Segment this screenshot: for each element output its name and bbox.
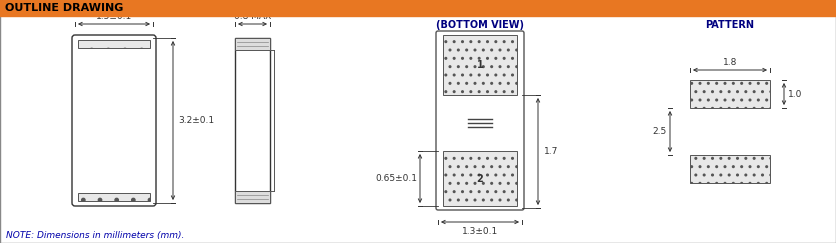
Bar [78,193,150,201]
Text: 1.7: 1.7 [544,147,558,156]
Text: 1.5±0.1: 1.5±0.1 [96,12,132,21]
Text: 1: 1 [477,60,483,70]
Text: 2: 2 [477,174,483,183]
FancyBboxPatch shape [72,35,156,206]
Text: RECOMMENDED LAND
PATTERN: RECOMMENDED LAND PATTERN [670,6,790,30]
Text: 0.8 MAX: 0.8 MAX [234,12,271,21]
Bar [690,80,770,108]
Bar [235,38,270,50]
Text: 2.5: 2.5 [653,127,667,136]
Bar [78,40,150,48]
Bar [0,0,836,16]
Text: OUTLINE DRAWING: OUTLINE DRAWING [5,3,124,13]
FancyBboxPatch shape [436,31,524,210]
Text: 1.0: 1.0 [788,89,803,98]
Bar [235,38,270,203]
Text: ELECTRODE ARRANGEMENT
(BOTTOM VIEW): ELECTRODE ARRANGEMENT (BOTTOM VIEW) [405,6,556,30]
Text: 1.8: 1.8 [723,58,737,67]
Text: 0.65±0.1: 0.65±0.1 [375,174,417,183]
Text: 3.2±0.1: 3.2±0.1 [178,116,214,125]
Bar [443,151,517,206]
Bar [443,35,517,95]
Text: NOTE: Dimensions in millimeters (mm).: NOTE: Dimensions in millimeters (mm). [6,231,185,240]
Bar [235,191,270,203]
Text: 1.3±0.1: 1.3±0.1 [461,227,498,236]
Bar [690,155,770,183]
